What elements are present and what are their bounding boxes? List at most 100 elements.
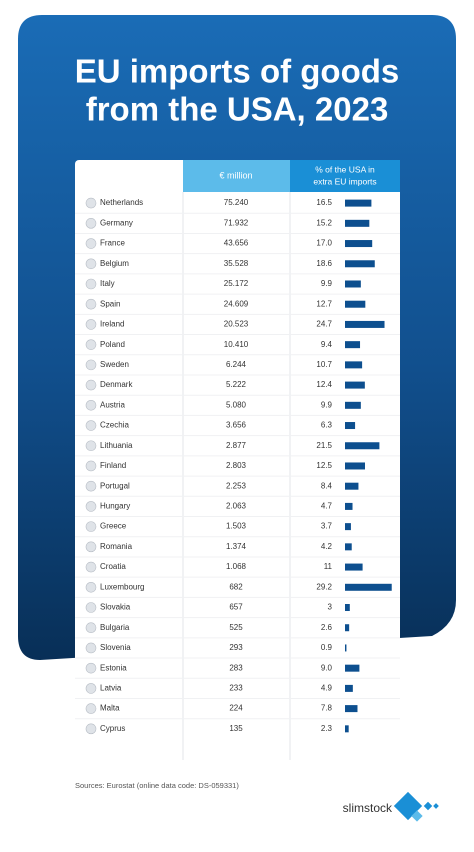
- share-value: 12.4: [316, 380, 332, 389]
- header-text: extra EU imports: [313, 176, 376, 186]
- table-card: [75, 160, 400, 760]
- share-value: 4.2: [321, 542, 333, 551]
- import-value: 224: [229, 704, 243, 713]
- share-bar: [345, 604, 350, 612]
- share-value: 4.7: [321, 502, 333, 511]
- flag-icon: [85, 420, 97, 431]
- header-text: € million: [219, 170, 252, 180]
- import-value: 1.503: [226, 522, 247, 531]
- country-name: Ireland: [100, 320, 124, 329]
- country-name: Spain: [100, 299, 120, 308]
- flag-icon: [85, 218, 97, 229]
- flag-icon: [85, 197, 97, 209]
- import-value: 2.063: [226, 502, 247, 511]
- country-name: Luxembourg: [100, 582, 144, 591]
- flag-icon: [85, 339, 97, 350]
- flag-icon: [85, 581, 97, 593]
- share-bar: [345, 199, 372, 207]
- logo-mark: [393, 791, 439, 822]
- flag-icon: [85, 298, 97, 310]
- share-bar: [345, 624, 350, 632]
- flag-icon: [85, 541, 97, 553]
- import-value: 525: [229, 623, 243, 632]
- import-value: 71.932: [224, 218, 249, 227]
- title-line: from the USA, 2023: [86, 91, 389, 128]
- share-value: 29.2: [316, 582, 332, 591]
- header-text: % of the USA in: [315, 164, 375, 174]
- import-value: 657: [229, 603, 243, 612]
- share-value: 4.9: [321, 683, 333, 692]
- share-bar: [345, 260, 375, 268]
- country-name: Poland: [100, 340, 125, 349]
- country-name: Latvia: [100, 683, 122, 692]
- share-bar: [345, 502, 353, 510]
- share-value: 6.3: [321, 421, 333, 430]
- share-bar: [345, 401, 361, 409]
- share-value: 8.4: [321, 481, 333, 490]
- flag-icon: [85, 622, 97, 634]
- title-line: EU imports of goods: [75, 53, 400, 90]
- flag-icon: [85, 703, 97, 714]
- country-name: Denmark: [100, 380, 133, 389]
- import-value: 293: [229, 643, 243, 652]
- flag-icon: [85, 521, 97, 532]
- country-name: Romania: [100, 542, 133, 551]
- flag-icon: [85, 258, 97, 270]
- country-name: Croatia: [100, 562, 126, 571]
- source-note: Sources: Eurostat (online data code: DS-…: [75, 781, 239, 790]
- header-cell: [183, 160, 290, 192]
- flag-icon: [85, 480, 97, 492]
- import-value: 1.374: [226, 542, 247, 551]
- import-value: 25.172: [224, 279, 249, 288]
- share-value: 12.5: [316, 461, 332, 470]
- share-value: 17.0: [316, 239, 332, 248]
- country-name: Bulgaria: [100, 623, 130, 632]
- import-value: 2.253: [226, 481, 247, 490]
- flag-icon: [85, 561, 97, 573]
- country-name: Austria: [100, 400, 125, 409]
- share-bar: [345, 320, 385, 328]
- import-value: 75.240: [224, 198, 249, 207]
- logo-text: slimstock: [343, 801, 393, 815]
- country-name: Belgium: [100, 259, 129, 268]
- share-bar: [345, 684, 353, 692]
- flag-icon: [85, 602, 97, 613]
- share-value: 21.5: [316, 441, 332, 450]
- country-name: Slovakia: [100, 603, 131, 612]
- country-name: Germany: [100, 218, 133, 227]
- country-name: Finland: [100, 461, 126, 470]
- import-value: 24.609: [224, 299, 249, 308]
- country-name: France: [100, 239, 125, 248]
- country-name: Lithuania: [100, 441, 133, 450]
- country-name: Hungary: [100, 502, 130, 511]
- share-value: 9.0: [321, 663, 333, 672]
- share-bar: [345, 462, 365, 470]
- share-value: 9.9: [321, 400, 333, 409]
- import-value: 43.656: [224, 239, 249, 248]
- share-bar: [345, 240, 373, 248]
- share-bar: [345, 664, 360, 672]
- country-name: Portugal: [100, 481, 130, 490]
- flag-icon: [85, 440, 97, 452]
- share-value: 7.8: [321, 704, 333, 713]
- share-bar: [345, 563, 363, 571]
- import-value: 5.080: [226, 400, 247, 409]
- flag-icon: [85, 662, 97, 674]
- share-value: 3: [328, 603, 333, 612]
- flag-icon: [85, 501, 97, 512]
- flag-icon: [85, 379, 97, 391]
- import-value: 2.877: [226, 441, 247, 450]
- share-bar: [345, 523, 351, 531]
- share-bar: [345, 644, 347, 652]
- share-value: 0.9: [321, 643, 333, 652]
- flag-icon: [85, 278, 97, 290]
- share-value: 2.6: [321, 623, 333, 632]
- share-bar: [345, 705, 358, 713]
- header-cell: [290, 160, 400, 192]
- share-bar: [345, 482, 359, 490]
- flag-icon: [85, 460, 97, 472]
- country-name: Cyprus: [100, 724, 125, 733]
- import-value: 6.244: [226, 360, 247, 369]
